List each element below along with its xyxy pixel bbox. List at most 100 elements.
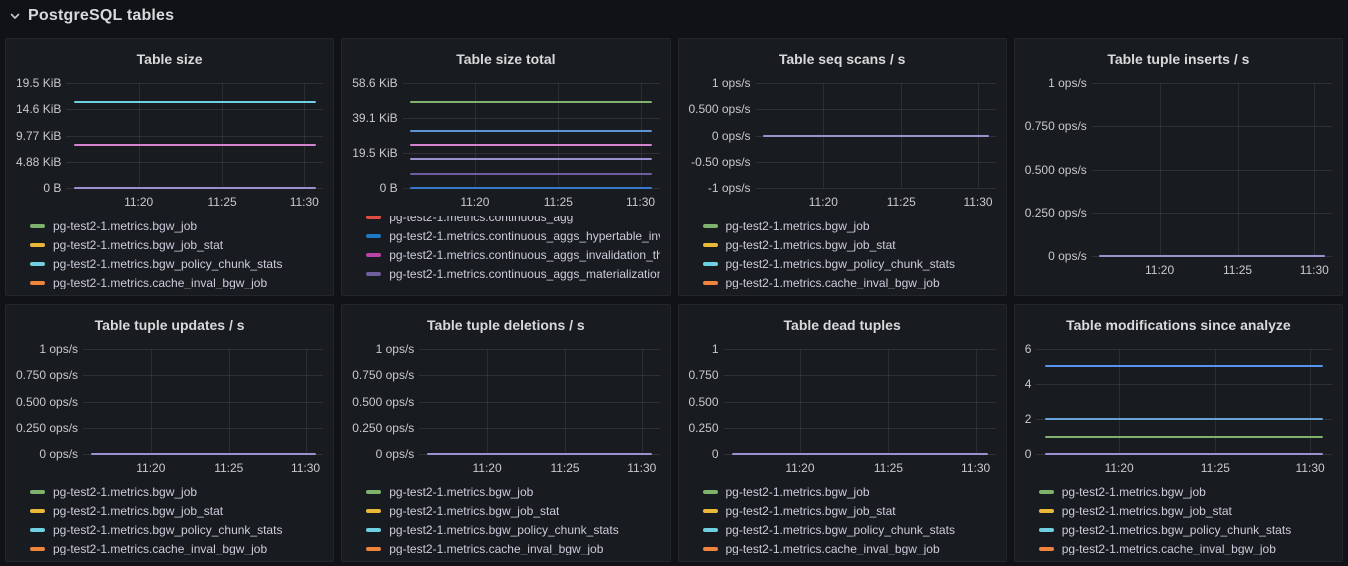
legend-item[interactable]: pg-test2-1.metrics.continuous_agg <box>352 216 659 226</box>
x-axis-tick: 11:20 <box>1144 263 1175 277</box>
chart-plot[interactable] <box>402 83 660 189</box>
chart-plot[interactable] <box>83 349 324 455</box>
x-axis-tick: 11:25 <box>1200 461 1230 475</box>
chart-plot[interactable] <box>1036 349 1332 455</box>
panel-grid: Table size 19.5 KiB 14.6 KiB 9.77 KiB 4.88 K… <box>5 38 1343 562</box>
y-axis-tick: 14.6 KiB <box>16 102 62 117</box>
legend-item[interactable]: pg-test2-1.metrics.bgw_job_stat <box>689 235 996 254</box>
x-axis-tick: 11:30 <box>289 195 319 209</box>
legend-item[interactable]: pg-test2-1.metrics.bgw_job_stat <box>16 501 323 520</box>
x-axis: 11:20 11:25 11:30 <box>1096 256 1332 282</box>
panel-title[interactable]: Table size <box>136 51 203 67</box>
chart-plot[interactable] <box>1091 83 1332 257</box>
legend-series-label: pg-test2-1.metrics.bgw_job <box>1061 484 1206 499</box>
legend-item[interactable]: pg-test2-1.metrics.continuous_aggs_inval… <box>352 245 660 264</box>
h-gridline <box>723 427 996 429</box>
legend: pg-test2-1.metrics.bgw_job pg-test2-1.met… <box>352 482 659 555</box>
chart-plot[interactable] <box>419 349 660 455</box>
y-axis-tick: 39.1 KiB <box>352 111 398 125</box>
y-axis-tick: 1 ops/s <box>1048 76 1087 90</box>
h-gridline <box>66 161 324 163</box>
legend: pg-test2-1.metrics.bgw_job pg-test2-1.met… <box>689 216 996 289</box>
legend-item[interactable]: pg-test2-1.metrics.cache_inval_bgw_job <box>16 539 323 555</box>
legend-item[interactable]: pg-test2-1.metrics.continuous_aggs_hyper… <box>352 226 660 245</box>
legend-series-swatch <box>1038 489 1054 494</box>
chart-plot[interactable] <box>723 349 996 455</box>
legend-item[interactable]: pg-test2-1.metrics.bgw_job_stat <box>352 501 659 520</box>
x-axis-tick: 11:25 <box>543 195 573 209</box>
legend-item[interactable]: pg-test2-1.metrics.bgw_policy_chunk_stat… <box>352 520 659 539</box>
legend-item[interactable]: pg-test2-1.metrics.bgw_policy_chunk_stat… <box>689 254 996 273</box>
plot-column: 11:20 11:25 11:30 <box>755 83 996 214</box>
legend-item[interactable]: pg-test2-1.metrics.bgw_job <box>16 216 323 235</box>
legend-series-label: pg-test2-1.metrics.cache_inval_bgw_job <box>53 275 268 290</box>
legend: pg-test2-1.metrics.continuous_agg pg-test… <box>352 216 660 289</box>
legend-item[interactable]: pg-test2-1.metrics.bgw_policy_chunk_stat… <box>689 520 996 539</box>
series-line <box>426 453 653 455</box>
legend-item[interactable]: pg-test2-1.metrics.continuous_aggs_mater… <box>352 264 660 283</box>
legend-item[interactable]: pg-test2-1.metrics.bgw_job <box>689 216 996 235</box>
legend-item[interactable]: pg-test2-1.metrics.bgw_policy_chunk_stat… <box>16 520 323 539</box>
legend: pg-test2-1.metrics.bgw_job pg-test2-1.met… <box>16 482 323 555</box>
panel-title[interactable]: Table tuple deletions / s <box>427 317 585 333</box>
y-axis: 6 4 2 0 <box>1025 342 1041 461</box>
legend-item[interactable]: pg-test2-1.metrics.cache_inval_bgw_job <box>16 273 323 289</box>
x-axis: 11:20 11:25 11:30 <box>423 454 659 480</box>
legend-item[interactable]: pg-test2-1.metrics.bgw_job_stat <box>689 501 996 520</box>
h-gridline <box>755 161 996 163</box>
legend-series-swatch <box>30 527 45 532</box>
x-axis: 11:20 11:25 11:30 <box>70 188 323 214</box>
legend-item[interactable]: pg-test2-1.metrics.bgw_policy_chunk_stat… <box>1025 520 1332 539</box>
chart-plot[interactable] <box>66 83 324 189</box>
plot-column: 11:20 11:25 11:30 <box>723 349 996 480</box>
legend-item[interactable]: pg-test2-1.metrics.bgw_policy_chunk_stat… <box>16 254 323 273</box>
chevron-down-icon[interactable] <box>9 10 21 22</box>
legend-item[interactable]: pg-test2-1.metrics.bgw_job <box>352 482 659 501</box>
legend-item[interactable]: pg-test2-1.metrics.bgw_job_stat <box>1025 501 1332 520</box>
h-gridline <box>83 375 324 377</box>
legend-item[interactable]: pg-test2-1.metrics.cache_inval_bgw_job <box>689 273 996 289</box>
series-line <box>410 143 652 146</box>
y-axis-tick: 1 ops/s <box>39 342 79 356</box>
legend-series-label: pg-test2-1.metrics.bgw_job_stat <box>53 503 224 518</box>
panel-title[interactable]: Table dead tuples <box>783 317 901 333</box>
legend-item[interactable]: pg-test2-1.metrics.bgw_job <box>16 482 323 501</box>
legend-item[interactable]: pg-test2-1.metrics.bgw_job <box>689 482 996 501</box>
v-gridline <box>641 349 643 454</box>
legend-series-swatch <box>366 489 382 494</box>
section-header-postgresql-tables[interactable]: PostgreSQL tables <box>0 0 1348 32</box>
panel-title[interactable]: Table tuple inserts / s <box>1107 51 1250 67</box>
legend-series-label: pg-test2-1.metrics.continuous_aggs_inval… <box>389 247 660 262</box>
legend-item[interactable]: pg-test2-1.metrics.bgw_job_stat <box>16 235 323 254</box>
series-line <box>763 134 989 137</box>
y-axis-tick: 9.77 KiB <box>16 128 62 143</box>
h-gridline <box>755 83 996 84</box>
panel-title[interactable]: Table size total <box>456 51 556 67</box>
x-axis: 11:20 11:25 11:30 <box>87 454 323 480</box>
v-gridline <box>150 349 152 454</box>
y-axis: 58.6 KiB 39.1 KiB 19.5 KiB 0 B <box>352 76 406 195</box>
panel-title[interactable]: Table tuple updates / s <box>94 317 245 333</box>
h-gridline <box>755 188 996 189</box>
plot-column: 11:20 11:25 11:30 <box>66 83 324 214</box>
legend-item[interactable]: pg-test2-1.metrics.cache_inval_bgw_job <box>352 539 659 555</box>
y-axis-tick: 1 <box>711 342 719 356</box>
panel: Table size 19.5 KiB 14.6 KiB 9.77 KiB 4.88 K… <box>5 38 335 296</box>
section-title: PostgreSQL tables <box>28 7 175 24</box>
legend-series-swatch <box>366 233 382 238</box>
h-gridline <box>1036 383 1332 385</box>
y-axis-tick: 19.5 KiB <box>16 76 62 90</box>
legend-item[interactable]: pg-test2-1.metrics.bgw_job <box>1025 482 1332 501</box>
chart-plot[interactable] <box>755 83 996 189</box>
v-gridline <box>138 83 140 188</box>
v-gridline <box>975 349 977 454</box>
legend-item[interactable]: pg-test2-1.metrics.cache_inval_bgw_job <box>689 539 996 555</box>
legend-series-label: pg-test2-1.metrics.continuous_agg <box>389 216 574 224</box>
x-axis: 11:20 11:25 11:30 <box>760 188 996 214</box>
legend-series-swatch <box>1038 527 1054 532</box>
legend-series-swatch <box>30 546 45 551</box>
panel-title[interactable]: Table seq scans / s <box>778 51 906 67</box>
legend-item[interactable]: pg-test2-1.metrics.cache_inval_bgw_job <box>1025 539 1332 555</box>
series-line <box>74 187 316 189</box>
panel-title[interactable]: Table modifications since analyze <box>1066 317 1291 333</box>
